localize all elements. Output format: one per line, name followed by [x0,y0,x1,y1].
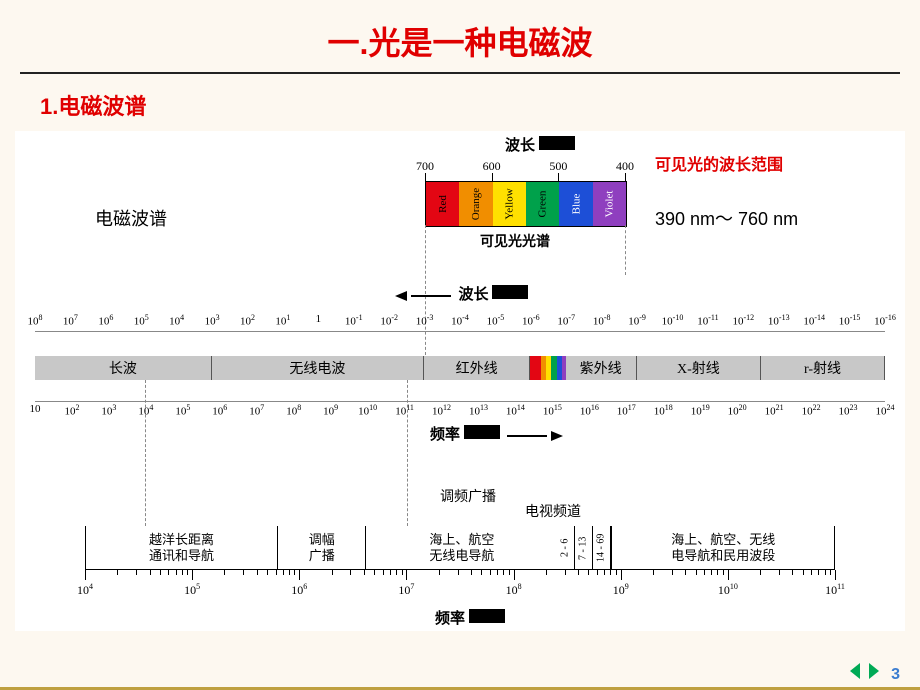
title-divider [20,72,900,74]
application-scale: 10410510610710810910101011 [85,569,835,600]
app-band: 调幅 广播 [277,526,365,570]
main-title: 一.光是一种电磁波 [0,0,920,72]
band-红外线: 红外线 [424,356,531,380]
band-无线电波: 无线电波 [212,356,424,380]
freq-scale-line [35,401,885,402]
visible-band-green: Green [526,182,559,226]
band-紫外线: 紫外线 [566,356,637,380]
band-r-射线: r-射线 [761,356,885,380]
main-spectrum-bar: 长波无线电波红外线 紫外线X-射线r-射线 [35,356,885,380]
visible-band-red: Red [426,182,459,226]
dashed-right [625,225,626,275]
page-number: 3 [891,666,900,683]
app-band: 14 - 69 [593,526,611,570]
visible-spectrum: RedOrangeYellowGreenBlueViolet [425,181,627,227]
fm-label: 调频广播 [440,486,496,506]
subtitle: 1.电磁波谱 [40,89,920,121]
next-button[interactable] [869,663,879,679]
tv-label: 电视频道 [525,501,581,521]
freq-bottom-label: 频率 [435,607,505,628]
app-band: 7 - 13 [575,526,593,570]
band-X-射线: X-射线 [637,356,761,380]
visible-band-orange: Orange [459,182,492,226]
visible-band-violet: Violet [593,182,626,226]
dash-app-2 [407,380,408,526]
wavelength-top-label: 波长 [505,134,575,155]
prev-button[interactable] [850,663,860,679]
wavelength-scale-line [35,331,885,332]
frequency-scale: 1010210310410510610710810910101011101210… [35,403,885,421]
application-bar: 越洋长距离 通讯和导航调幅 广播海上、航空 无线电导航2 - 67 - 1314… [85,526,835,570]
app-band: 海上、航空 无线电导航 [365,526,557,570]
footer: 3 [850,663,900,684]
band-长波: 长波 [35,356,212,380]
visible-spectrum-caption: 可见光光谱 [480,231,550,251]
visible-spectrum-scale: 700600500400 [425,159,625,179]
app-band: 越洋长距离 通讯和导航 [85,526,277,570]
visible-range-value: 390 nm～ 760 nm [655,205,798,231]
wavelength-scale: 108107106105104103102101110-110-210-310-… [35,313,885,331]
app-band: 海上、航空、无线 电导航和民用波段 [611,526,835,570]
app-band: 2 - 6 [557,526,575,570]
visible-range-label: 可见光的波长范围 [655,151,783,175]
band-stripe [530,356,541,380]
spectrum-diagram: 波长 可见光的波长范围 电磁波谱 390 nm～ 760 nm 70060050… [15,131,905,631]
visible-band-blue: Blue [559,182,592,226]
wavelength-unit-box [539,136,575,150]
spectrum-label-left: 电磁波谱 [95,205,167,231]
frequency-arrow: 频率 [430,423,563,444]
dash-app-1 [145,380,146,526]
wavelength-arrow: 波长 [395,283,528,304]
visible-band-yellow: Yellow [493,182,526,226]
